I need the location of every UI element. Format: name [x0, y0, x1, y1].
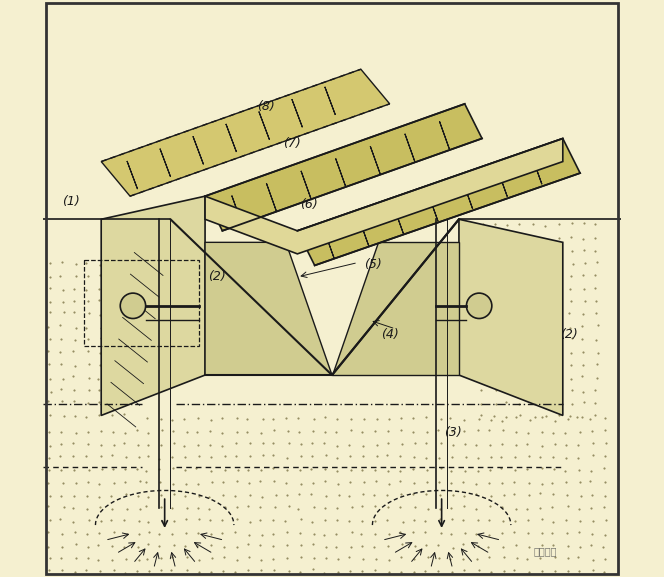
Polygon shape [405, 134, 415, 162]
Text: (5): (5) [364, 258, 382, 271]
Polygon shape [259, 111, 270, 140]
Text: (6): (6) [300, 198, 318, 211]
Polygon shape [324, 230, 334, 258]
Polygon shape [205, 104, 482, 231]
Text: (1): (1) [62, 195, 80, 208]
Polygon shape [332, 242, 459, 375]
Polygon shape [440, 121, 450, 149]
Polygon shape [301, 171, 311, 199]
Polygon shape [393, 205, 404, 234]
Text: (4): (4) [381, 328, 399, 340]
Text: (2): (2) [208, 270, 226, 283]
Polygon shape [101, 69, 390, 196]
Polygon shape [101, 196, 205, 415]
Polygon shape [459, 219, 563, 415]
Polygon shape [292, 99, 302, 128]
Text: (8): (8) [257, 100, 275, 113]
Polygon shape [359, 218, 369, 246]
Text: (2): (2) [560, 328, 578, 340]
Polygon shape [193, 136, 203, 164]
Polygon shape [371, 146, 380, 174]
Polygon shape [532, 156, 542, 184]
Polygon shape [463, 181, 473, 209]
Text: 豆丁施工: 豆丁施工 [534, 546, 557, 556]
Polygon shape [160, 149, 171, 177]
Polygon shape [497, 168, 507, 197]
Polygon shape [205, 242, 332, 375]
Polygon shape [226, 124, 236, 152]
Polygon shape [325, 87, 335, 115]
Polygon shape [335, 159, 346, 187]
Polygon shape [266, 183, 276, 211]
Circle shape [466, 293, 492, 319]
Text: (3): (3) [444, 426, 462, 439]
Polygon shape [205, 138, 563, 254]
Circle shape [120, 293, 145, 319]
Polygon shape [127, 161, 137, 189]
Polygon shape [428, 193, 438, 222]
Text: (7): (7) [283, 137, 301, 150]
Polygon shape [232, 196, 242, 224]
Polygon shape [297, 138, 580, 265]
